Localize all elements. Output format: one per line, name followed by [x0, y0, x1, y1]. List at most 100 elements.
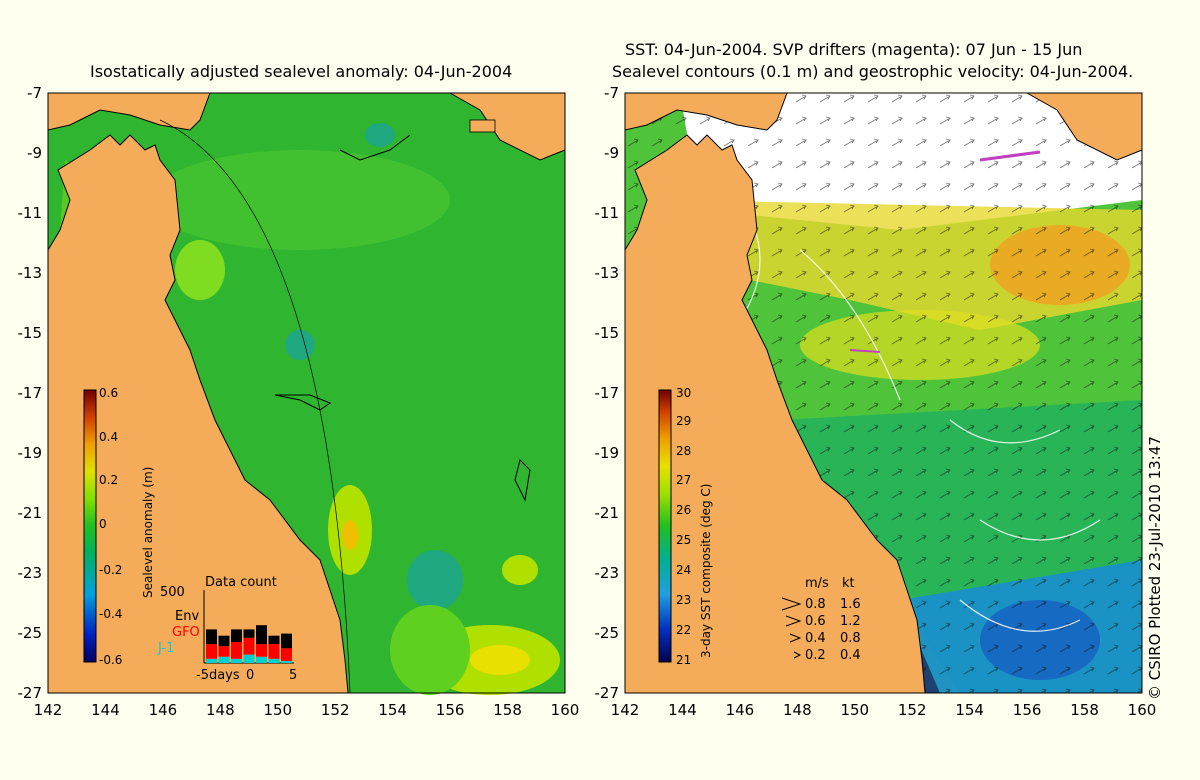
lon-tick-label: 142: [611, 701, 640, 719]
lat-tick-label: -13: [18, 264, 43, 282]
velocity-kt: 0.8: [840, 631, 861, 646]
lon-tick-label: 142: [34, 701, 63, 719]
anomaly-region: [365, 123, 395, 147]
right-colorbar: 30 29 28 27 26 25 24 23 22 21 3-day SST …: [658, 386, 713, 667]
lat-tick-label: -27: [595, 684, 620, 702]
legend-env: Env: [175, 609, 199, 624]
lat-tick-label: -15: [595, 324, 620, 342]
lon-tick-label: 144: [91, 701, 120, 719]
count-bar-gfo: [206, 644, 217, 659]
velocity-arrow-0.6: [785, 615, 802, 627]
velocity-arrow-0.2: [793, 651, 802, 659]
data-count-title: Data count: [205, 575, 277, 590]
lat-tick-label: -21: [18, 504, 43, 522]
drifter-track: [979, 150, 1041, 162]
sst-tick: 26: [676, 503, 691, 517]
lat-tick-label: -17: [18, 384, 43, 402]
lon-tick-label: 158: [493, 701, 522, 719]
count-bar-gfo: [218, 646, 230, 657]
lat-tick-label: -19: [18, 444, 43, 462]
count-bar-j1: [256, 656, 267, 663]
sst-colorbar-label: 3-day SST composite (deg C): [699, 484, 713, 658]
legend-j1: J-1: [157, 641, 174, 656]
count-bar-env: [281, 633, 292, 649]
lon-tick-label: 156: [436, 701, 465, 719]
island: [469, 119, 496, 133]
anomaly-region: [502, 555, 538, 585]
lon-tick-label: 148: [783, 701, 812, 719]
right-map-frame: [624, 92, 1143, 694]
drifter-track: [849, 349, 881, 353]
sla-colorbar-label: Sealevel anomaly (m): [141, 467, 155, 598]
lat-tick-label: -19: [595, 444, 620, 462]
left-colorbar: 0.6 0.4 0.2 0 -0.2 -0.4 -0.6 Sealevel an…: [83, 386, 155, 667]
sla-tick: 0.6: [99, 386, 118, 400]
velocity-arrow-0.4: [789, 633, 802, 643]
anomaly-region: [175, 240, 225, 300]
sst-tick: 22: [676, 623, 691, 637]
islands: [274, 394, 332, 411]
count-xtick: 5: [289, 668, 297, 683]
sst-tick: 30: [676, 386, 691, 400]
lon-tick-label: 156: [1013, 701, 1042, 719]
sla-tick: 0.2: [99, 473, 118, 487]
left-map-frame: [47, 92, 566, 694]
count-xtick: 0: [246, 668, 254, 683]
islands: [339, 134, 411, 161]
count-bar-gfo: [281, 648, 292, 661]
legend-gfo: GFO: [172, 625, 200, 640]
anomaly-region: [470, 645, 530, 675]
lat-tick-label: -11: [595, 204, 620, 222]
lat-tick-label: -15: [18, 324, 43, 342]
australia-land: [624, 134, 926, 694]
australia-land: [47, 134, 349, 694]
anomaly-region: [390, 605, 470, 695]
count-bar-j1: [231, 658, 242, 663]
count-bar-j1: [268, 658, 280, 663]
lon-tick-label: 160: [551, 701, 580, 719]
sealevel-contours: [739, 199, 1101, 632]
sst-tick: 25: [676, 533, 691, 547]
left-map: [47, 92, 566, 695]
lon-tick-label: 150: [263, 701, 292, 719]
anomaly-region: [285, 330, 315, 360]
sst-tick: 27: [676, 473, 691, 487]
lat-tick-label: -13: [595, 264, 620, 282]
count-bar-j1: [281, 660, 292, 663]
count-bars: [206, 625, 292, 663]
new-guinea-land: [47, 92, 211, 131]
lat-tick-label: -9: [27, 144, 42, 162]
lon-tick-label: 152: [321, 701, 350, 719]
csiro-credit: © CSIRO Plotted 23-Jul-2010 13:47: [1146, 436, 1164, 700]
velocity-arrow-0.8: [781, 597, 802, 611]
count-bar-gfo: [256, 644, 267, 657]
velocity-ms: 0.2: [805, 648, 826, 663]
lat-tick-label: -11: [18, 204, 43, 222]
lon-tick-label: 160: [1128, 701, 1157, 719]
count-bar-j1: [218, 656, 230, 663]
count-bar-env: [231, 629, 242, 642]
sst-tick: 24: [676, 563, 691, 577]
shelf-contour: [159, 119, 351, 694]
left-map-title: Isostatically adjusted sealevel anomaly:…: [90, 62, 513, 81]
lon-tick-label: 150: [840, 701, 869, 719]
velocity-kt: 1.6: [840, 597, 861, 612]
count-bar-j1: [243, 654, 255, 663]
count-bar-gfo: [268, 644, 280, 659]
data-count-inset: Data count 500 Env GFO J-1 -5days 0 5: [157, 575, 297, 683]
sst-colorbar-scale: [658, 389, 672, 663]
count-bar-env: [218, 635, 230, 647]
velocity-kt: 1.2: [840, 614, 861, 629]
lat-tick-label: -25: [595, 624, 620, 642]
sla-tick: 0.4: [99, 430, 118, 444]
lat-tick-label: -17: [595, 384, 620, 402]
lat-tick-label: -23: [595, 564, 620, 582]
anomaly-region: [342, 520, 358, 550]
lat-tick-label: -23: [18, 564, 43, 582]
sst-tick: 28: [676, 444, 691, 458]
count-bar-env: [206, 629, 217, 645]
sst-tick: 23: [676, 593, 691, 607]
sla-tick: -0.2: [99, 563, 122, 577]
